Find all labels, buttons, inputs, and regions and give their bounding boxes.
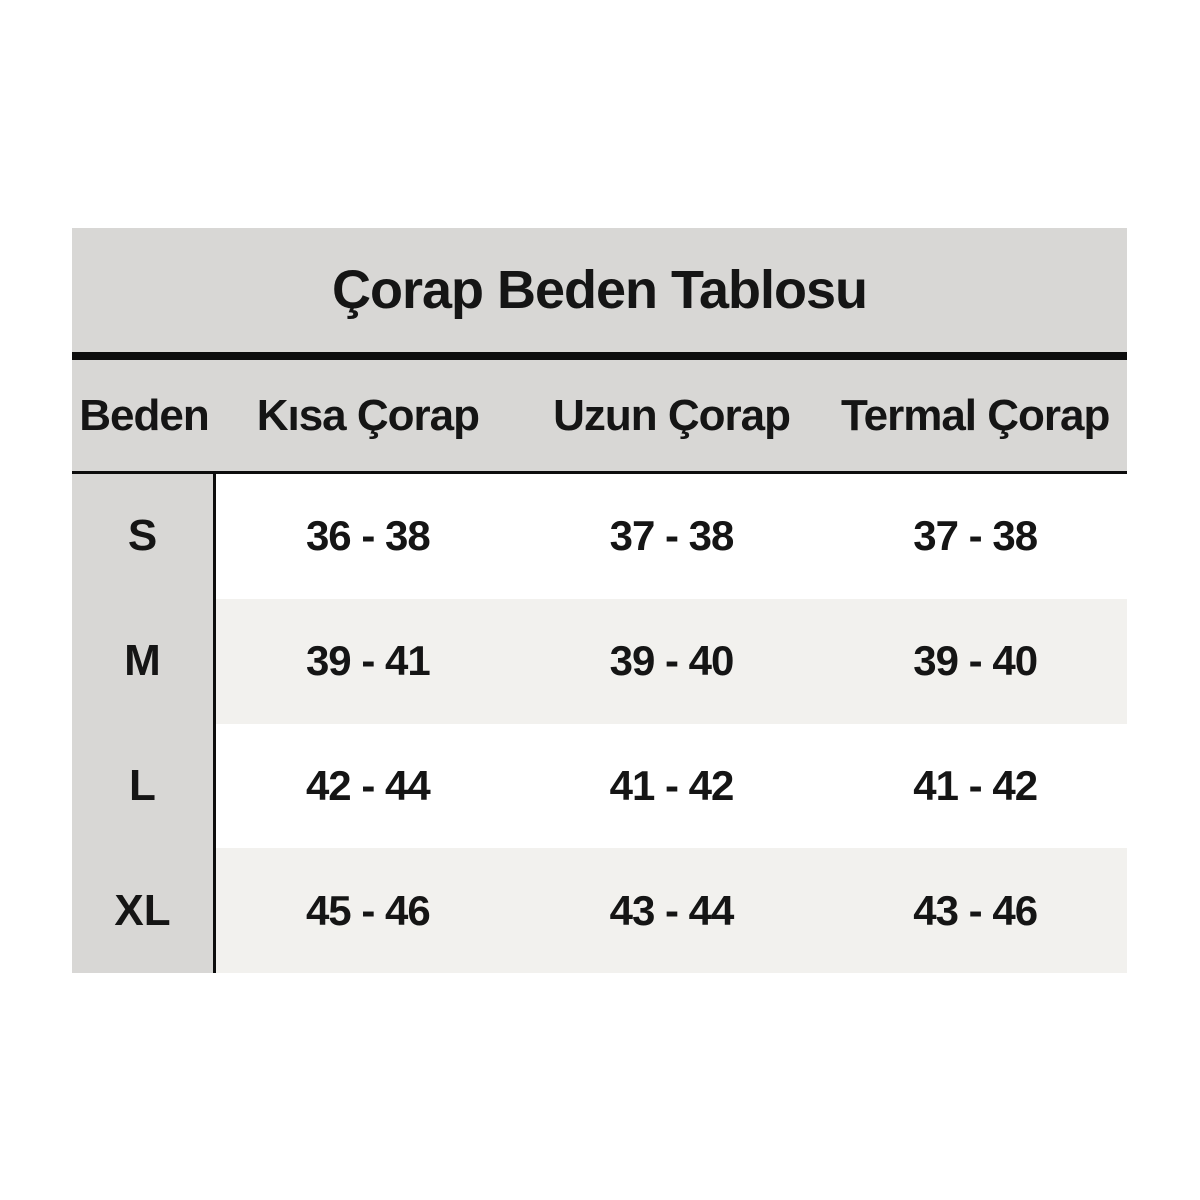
table-cell: 36 - 38 (305, 512, 431, 560)
table-cell: 41 - 42 (913, 761, 1038, 809)
table-cell: 37 - 38 (913, 512, 1038, 560)
title-band: Çorap Beden Tablosu (72, 228, 1127, 352)
row-label-l: L (72, 723, 216, 849)
row-label-xl: XL (72, 848, 216, 973)
table-row: XL 45 - 46 43 - 44 43 - 46 (72, 848, 1127, 973)
table-row: L 42 - 44 41 - 42 41 - 42 (72, 723, 1127, 849)
table-cell: 37 - 38 (609, 512, 735, 560)
table-cell: 42 - 44 (305, 761, 431, 809)
chart-title: Çorap Beden Tablosu (331, 260, 868, 320)
column-header-uzun-corap: Uzun Çorap (553, 390, 791, 440)
column-header-kisa-corap: Kısa Çorap (256, 390, 480, 440)
table-cell: 39 - 41 (305, 637, 431, 685)
size-chart-table: Çorap Beden Tablosu Beden Kısa Çorap Uzu… (72, 228, 1127, 973)
row-label-s: S (72, 474, 216, 599)
table-cell: 39 - 40 (913, 637, 1038, 685)
table-cell: 43 - 46 (913, 886, 1038, 934)
row-label-m: M (72, 598, 216, 724)
table-cell: 41 - 42 (609, 761, 735, 809)
table-row: S 36 - 38 37 - 38 37 - 38 (72, 474, 1127, 599)
table-row: M 39 - 41 39 - 40 39 - 40 (72, 598, 1127, 724)
table-cell: 45 - 46 (305, 886, 431, 934)
title-divider (72, 352, 1127, 360)
header-divider (72, 471, 1127, 474)
column-header-beden: Beden (79, 390, 209, 440)
column-header-termal-corap: Termal Çorap (840, 390, 1110, 440)
table-cell: 39 - 40 (609, 637, 735, 685)
table-header-row: Beden Kısa Çorap Uzun Çorap Termal Çorap (72, 360, 1127, 471)
table-cell: 43 - 44 (609, 886, 735, 934)
